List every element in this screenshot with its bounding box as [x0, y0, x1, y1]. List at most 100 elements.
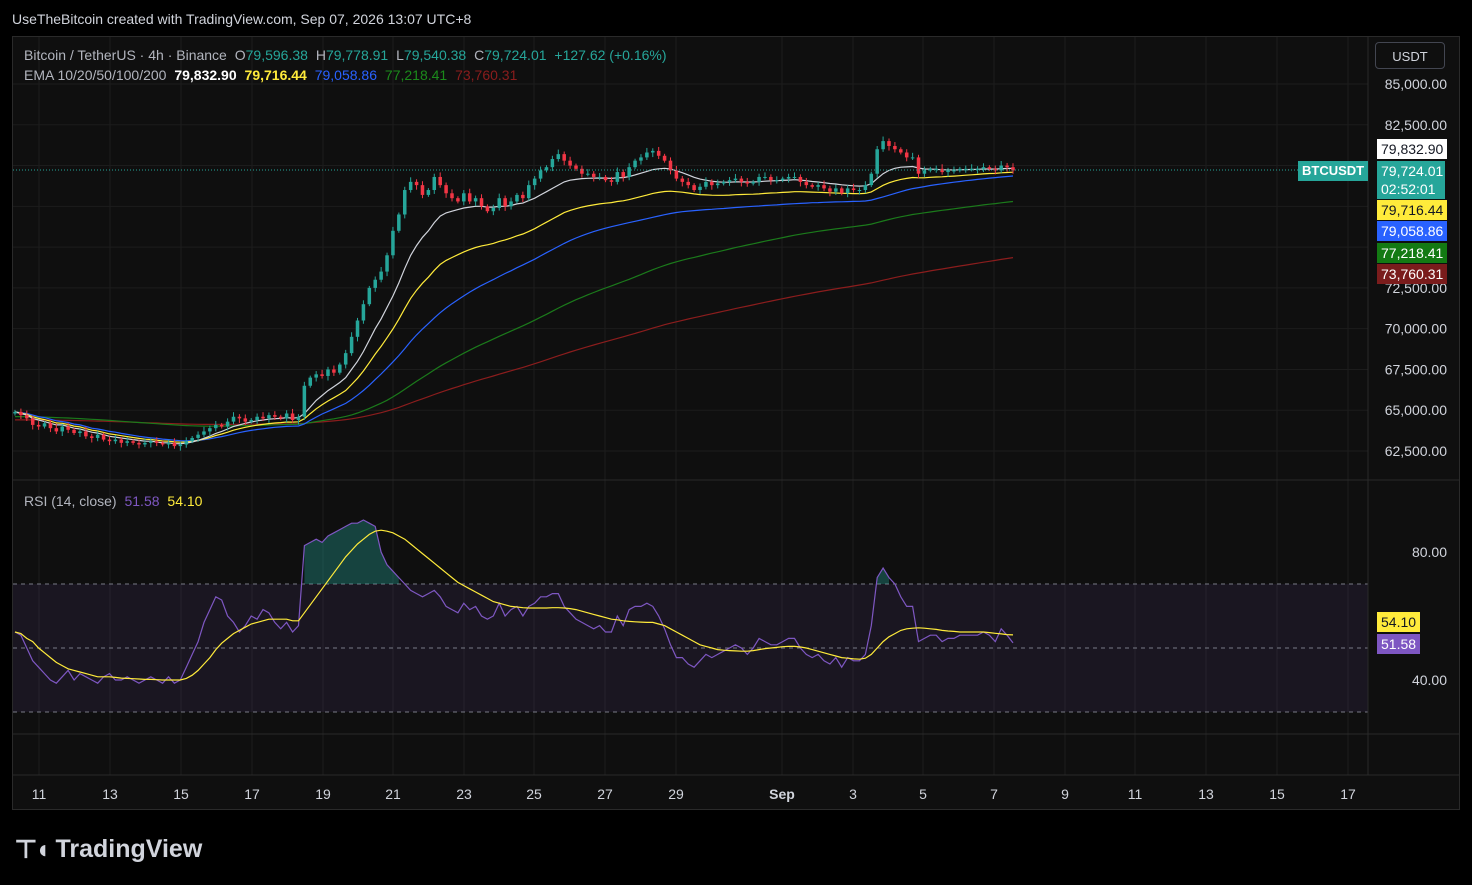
ema200-line — [15, 257, 1014, 425]
ema100-value: 77,218.41 — [384, 67, 448, 83]
ema20-value: 79,716.44 — [244, 67, 307, 83]
ema200-price-label: 73,760.31 — [1377, 264, 1448, 284]
candle-body — [456, 198, 460, 202]
chart-canvas[interactable]: 85,000.0082,500.0072,500.0070,000.0067,5… — [13, 37, 1459, 809]
ema-legend[interactable]: EMA 10/20/50/100/200 79,832.90 79,716.44… — [24, 67, 521, 83]
close-label: C — [474, 47, 485, 63]
candles — [13, 136, 1015, 451]
candle-body — [662, 155, 667, 161]
candle-body — [208, 428, 212, 432]
ema20-line — [14, 171, 1014, 443]
candle-body — [491, 207, 496, 212]
candle-body — [160, 442, 165, 445]
candle-body — [284, 413, 289, 419]
candle-body — [928, 168, 933, 171]
candle-body — [30, 418, 35, 425]
symbol-legend[interactable]: Bitcoin / TetherUS · 4h · Binance O79,59… — [24, 47, 671, 63]
time-tick-label: 29 — [668, 786, 684, 802]
candle-body — [946, 170, 950, 173]
candle-body — [851, 188, 856, 191]
time-tick-label: 25 — [526, 786, 542, 802]
candle-body — [999, 165, 1003, 171]
time-tick-label: 17 — [244, 786, 260, 802]
candle-body — [775, 180, 779, 182]
time-tick-label: 17 — [1340, 786, 1356, 802]
candle-body — [639, 157, 643, 161]
candle-body — [231, 416, 236, 422]
price-tick-label: 65,000.00 — [1385, 402, 1447, 418]
time-tick-label: 5 — [919, 786, 927, 802]
candle-body — [154, 441, 159, 443]
rsi-ma-value: 54.10 — [167, 493, 203, 509]
candle-body — [172, 442, 177, 447]
candle-body — [786, 176, 791, 179]
candle-body — [119, 439, 124, 443]
candle-body — [355, 320, 360, 337]
rsi-legend[interactable]: RSI (14, close) 51.58 54.10 — [24, 493, 206, 509]
ema50-value: 79,058.86 — [314, 67, 378, 83]
chart-frame[interactable]: 85,000.00 82,500.00 72,500.00 70,000.00 67,5… — [12, 36, 1460, 810]
rsi-ma-line — [14, 529, 1014, 681]
tradingview-logo[interactable]: ⊤◖ TradingView — [14, 834, 202, 865]
candle-body — [586, 173, 590, 175]
rsi-tick-label: 40.00 — [1412, 672, 1447, 688]
candle-body — [875, 149, 879, 174]
candle-body — [916, 157, 921, 174]
candle-body — [822, 185, 826, 189]
time-tick-label: 7 — [990, 786, 998, 802]
candle-body — [869, 173, 874, 186]
candle-body — [780, 178, 785, 181]
ema-label[interactable]: EMA 10/20/50/100/200 — [24, 67, 167, 83]
candle-body — [1011, 167, 1015, 171]
candle-body — [863, 185, 868, 191]
candle-body — [615, 172, 620, 182]
candle-body — [574, 165, 578, 169]
candle-body — [904, 152, 909, 158]
ema100-line — [15, 200, 1014, 427]
symbol-tag: BTCUSDT — [1298, 161, 1369, 181]
currency-unit-button[interactable]: USDT — [1375, 42, 1445, 69]
time-tick-label: 15 — [1269, 786, 1285, 802]
change-value: +127.62 (+0.16%) — [554, 47, 667, 63]
candle-body — [509, 201, 513, 207]
candle-body — [408, 181, 413, 191]
rsi-overbought-fill — [304, 520, 889, 584]
candle-body — [810, 185, 814, 187]
candle-body — [757, 176, 761, 182]
candle-body — [42, 423, 47, 427]
candle-body — [273, 415, 277, 417]
candle-body — [107, 439, 112, 442]
ema200-value: 73,760.31 — [455, 67, 518, 83]
candle-body — [90, 436, 94, 438]
candle-body — [36, 424, 41, 427]
candle-body — [715, 183, 720, 186]
candle-body — [78, 431, 82, 434]
tradingview-logo-icon: ⊤◖ — [14, 834, 51, 864]
symbol-title[interactable]: Bitcoin / TetherUS · 4h · Binance — [24, 47, 227, 63]
candle-body — [143, 442, 147, 445]
candle-body — [952, 170, 956, 172]
candle-body — [609, 180, 614, 182]
ema50-line — [14, 175, 1014, 442]
candle-body — [497, 198, 501, 208]
candle-body — [385, 255, 389, 272]
high-value: 79,778.91 — [325, 47, 389, 63]
candle-body — [379, 271, 383, 280]
candle-body — [621, 172, 626, 177]
candle-body — [426, 190, 431, 195]
high-label: H — [315, 47, 326, 63]
candle-body — [686, 181, 690, 186]
candle-body — [857, 190, 862, 192]
price-tick-label: 70,000.00 — [1385, 321, 1447, 337]
candle-body — [202, 431, 206, 435]
time-tick-label: 15 — [173, 786, 189, 802]
candle-body — [981, 167, 986, 169]
candle-body — [597, 176, 602, 178]
time-tick-label: 21 — [385, 786, 401, 802]
candle-body — [13, 411, 17, 414]
rsi-label[interactable]: RSI (14, close) — [24, 493, 117, 509]
candle-body — [521, 194, 525, 199]
candle-body — [798, 176, 803, 182]
grid — [13, 37, 1368, 775]
candle-body — [302, 385, 307, 417]
